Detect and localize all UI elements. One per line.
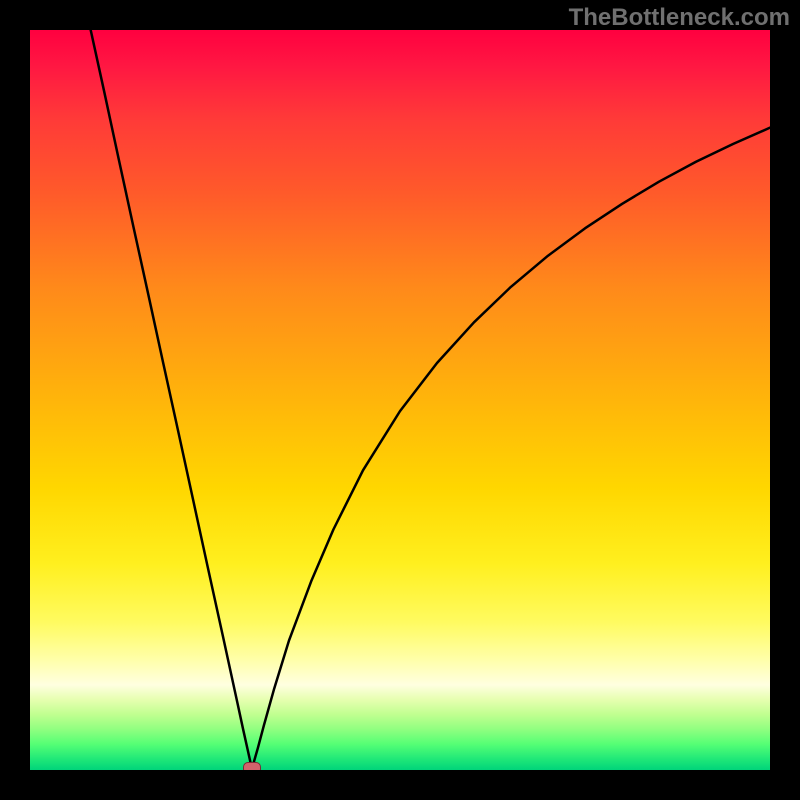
bottleneck-curve	[30, 30, 770, 770]
chart-container: TheBottleneck.com	[0, 0, 800, 800]
plot-area	[30, 30, 770, 770]
watermark-text: TheBottleneck.com	[569, 4, 790, 32]
minimum-marker	[243, 762, 261, 770]
